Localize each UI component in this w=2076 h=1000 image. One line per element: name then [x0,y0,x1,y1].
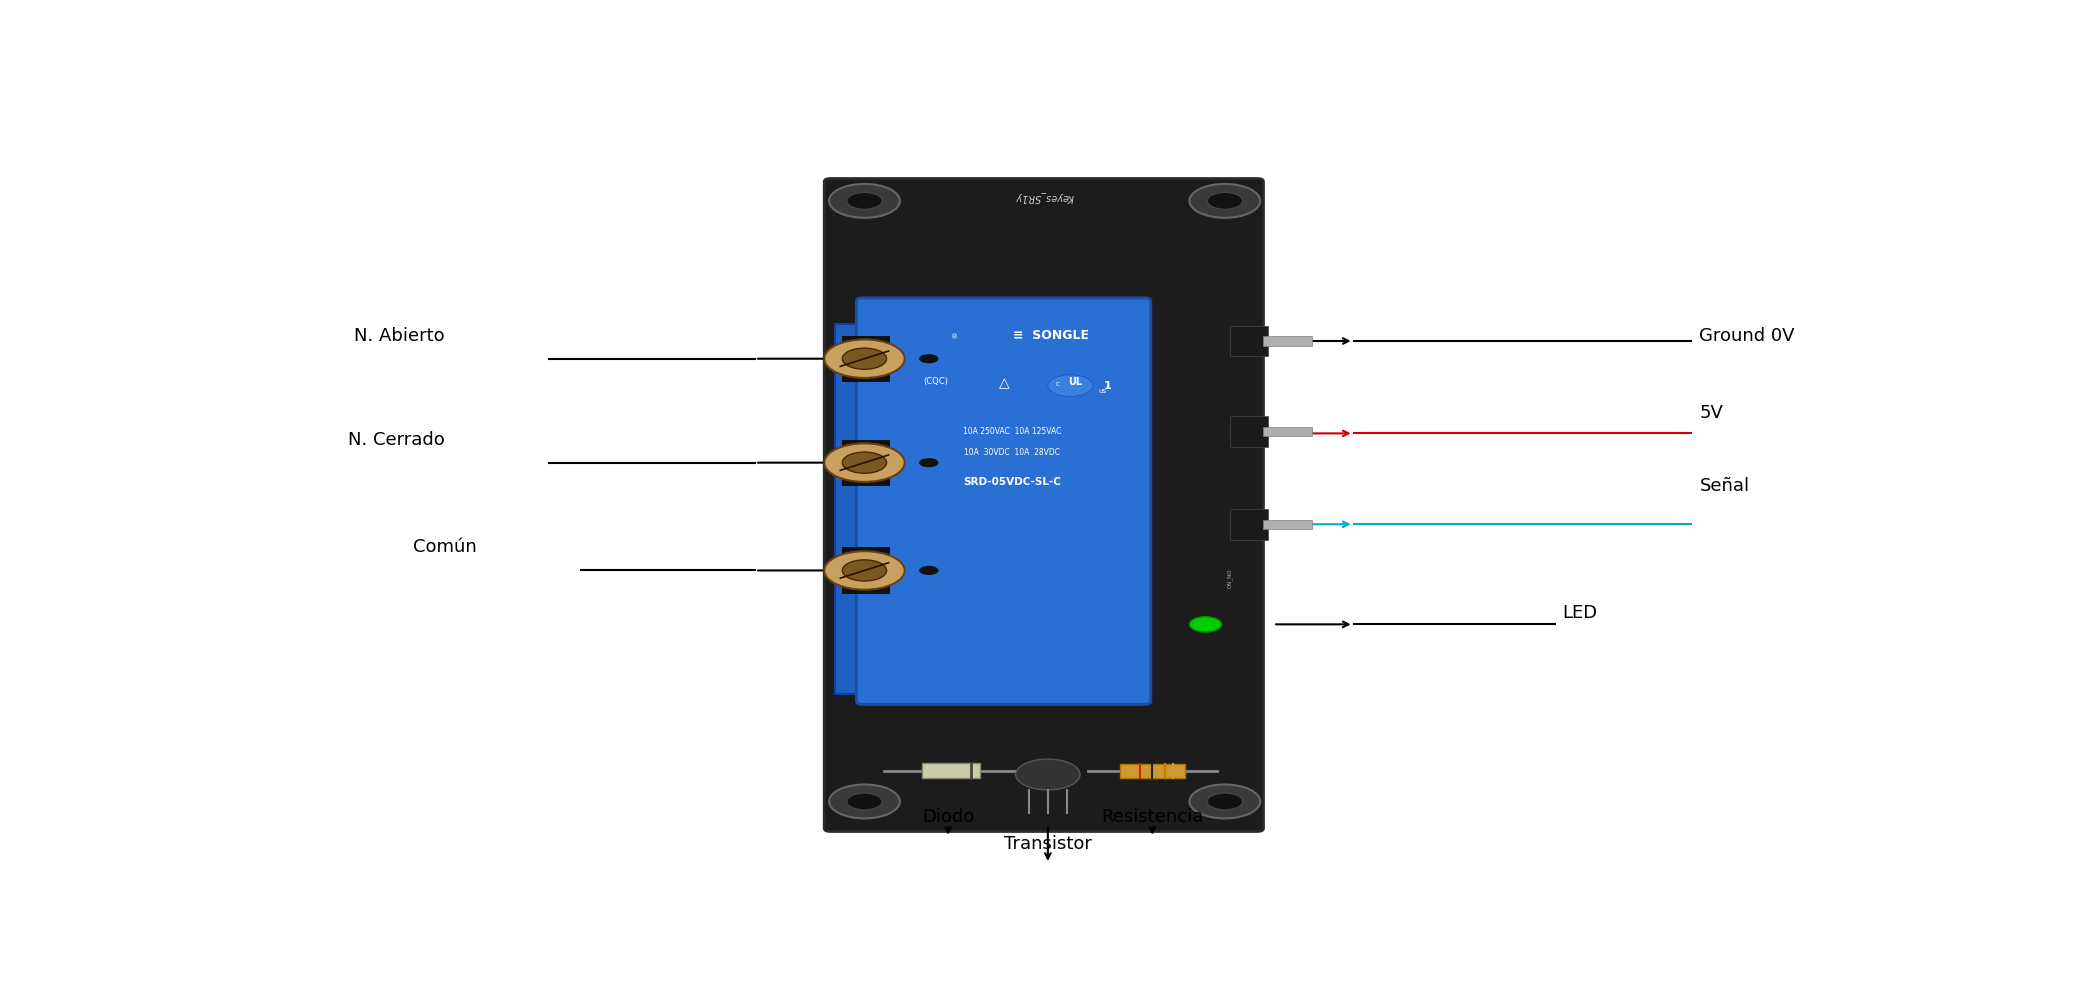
Text: Común: Común [413,538,477,556]
Text: (CQC): (CQC) [924,377,947,386]
Circle shape [824,443,905,482]
Circle shape [847,192,882,209]
Circle shape [1190,785,1260,818]
Text: Diodo: Diodo [922,808,974,826]
Bar [843,336,891,343]
Bar [1264,520,1312,529]
Bar [1264,427,1312,436]
Circle shape [1190,184,1260,218]
Text: us: us [1098,388,1107,394]
Text: ON_NO: ON_NO [1227,568,1233,588]
Text: Transistor: Transistor [1005,835,1092,853]
Circle shape [1015,759,1080,790]
Text: 5V: 5V [1700,404,1723,422]
Circle shape [828,785,899,818]
Text: 1: 1 [1104,381,1111,391]
Circle shape [824,339,905,378]
Bar [843,374,891,382]
Bar [1121,764,1185,778]
Circle shape [920,458,938,467]
FancyBboxPatch shape [857,298,1150,704]
Circle shape [1048,375,1092,396]
Bar [835,324,897,694]
Bar [843,586,891,594]
Text: △: △ [999,376,1009,390]
Circle shape [843,560,886,581]
Circle shape [843,348,886,369]
Text: Keyes_SR1y: Keyes_SR1y [1015,192,1073,202]
Text: SRD-05VDC-SL-C: SRD-05VDC-SL-C [963,477,1061,487]
Circle shape [843,452,886,473]
Text: LED: LED [1563,604,1599,622]
Circle shape [828,184,899,218]
Text: N. Cerrado: N. Cerrado [349,431,444,449]
Bar [843,478,891,486]
Text: UL: UL [1069,377,1082,387]
Bar [843,547,891,555]
Circle shape [847,793,882,810]
Circle shape [920,354,938,363]
Bar [1229,326,1268,356]
Text: ®: ® [951,334,959,340]
Text: Ground 0V: Ground 0V [1700,327,1796,345]
Circle shape [1206,793,1244,810]
Text: ≡  SONGLE: ≡ SONGLE [1013,329,1090,342]
Circle shape [1190,617,1221,632]
Bar [922,763,980,778]
Bar [1229,416,1268,447]
Bar [1264,336,1312,346]
FancyBboxPatch shape [824,179,1264,831]
Text: N. Abierto: N. Abierto [353,327,444,345]
Circle shape [920,566,938,575]
Text: 10A 250VAC  10A 125VAC: 10A 250VAC 10A 125VAC [963,427,1061,436]
Bar [1229,509,1268,540]
Text: Señal: Señal [1700,477,1750,495]
Bar [843,440,891,447]
Text: Resistencia: Resistencia [1100,808,1204,826]
Circle shape [1206,192,1244,209]
Text: c: c [1055,381,1059,387]
Text: 10A  30VDC  10A  28VDC: 10A 30VDC 10A 28VDC [965,448,1061,457]
Circle shape [824,551,905,590]
